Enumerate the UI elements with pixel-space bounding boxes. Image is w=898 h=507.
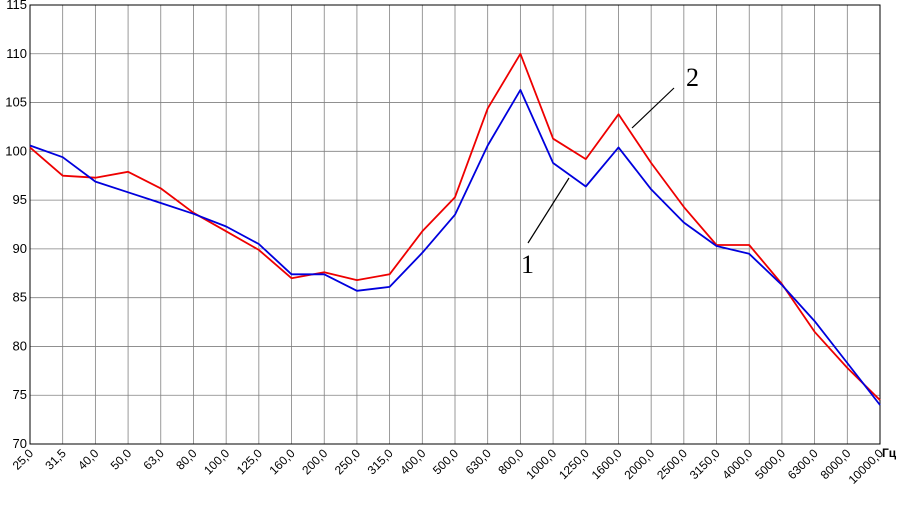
grid-lines [29, 4, 881, 445]
series-line-1 [29, 89, 881, 406]
x-tick-label: 1000,0 [523, 446, 559, 482]
annotations: 1 2 [521, 63, 699, 279]
x-tick-label: 800,0 [495, 446, 526, 477]
y-tick-label: 85 [13, 290, 27, 305]
x-tick-label: 63,0 [140, 446, 167, 473]
x-tick-label: 500,0 [430, 446, 461, 477]
curve-label-1: 1 [521, 250, 534, 279]
x-tick-label: 6300,0 [785, 446, 821, 482]
x-tick-label: 100,0 [201, 446, 232, 477]
x-tick-label: 400,0 [397, 446, 428, 477]
x-axis-unit-label: Гц [882, 446, 897, 460]
x-tick-label: 1600,0 [589, 446, 625, 482]
y-tick-label: 100 [5, 143, 27, 158]
x-tick-label: 2500,0 [654, 446, 690, 482]
x-tick-label: 630,0 [463, 446, 494, 477]
leader-line-2 [631, 87, 675, 129]
plot-frame [29, 4, 881, 445]
y-tick-label: 105 [5, 95, 27, 110]
x-tick-label: 200,0 [299, 446, 330, 477]
x-tick-label: 80,0 [173, 446, 200, 473]
x-tick-label: 2000,0 [621, 446, 657, 482]
x-tick-label: 10000,0 [846, 446, 887, 487]
y-tick-label: 90 [13, 241, 27, 256]
x-tick-label: 5000,0 [752, 446, 788, 482]
x-tick-label: 250,0 [332, 446, 363, 477]
y-tick-label: 70 [13, 436, 27, 451]
x-tick-label: 1250,0 [556, 446, 592, 482]
series-layer [29, 52, 881, 406]
x-tick-label: 3150,0 [687, 446, 723, 482]
x-tick-label: 31,5 [42, 446, 69, 473]
x-tick-label: 315,0 [365, 446, 396, 477]
x-tick-label: 4000,0 [719, 446, 755, 482]
y-tick-label: 75 [13, 387, 27, 402]
x-tick-label: 40,0 [75, 446, 102, 473]
x-axis-ticks: 25,0 31,5 40,0 50,0 63,0 80,0 100,0 125,0 160,0 2… [10, 446, 887, 487]
leader-line-1 [527, 177, 570, 244]
y-tick-label: 110 [6, 46, 27, 61]
series-line-2 [29, 52, 881, 401]
x-tick-label: 160,0 [267, 446, 298, 477]
curve-label-2: 2 [686, 63, 699, 92]
y-tick-label: 80 [13, 338, 27, 353]
y-tick-label: 115 [6, 0, 27, 12]
x-tick-label: 125,0 [234, 446, 265, 477]
y-tick-label: 95 [13, 192, 27, 207]
x-tick-label: 50,0 [108, 446, 135, 473]
y-axis-ticks: 70 75 80 85 90 95 100 105 110 115 [5, 0, 27, 451]
